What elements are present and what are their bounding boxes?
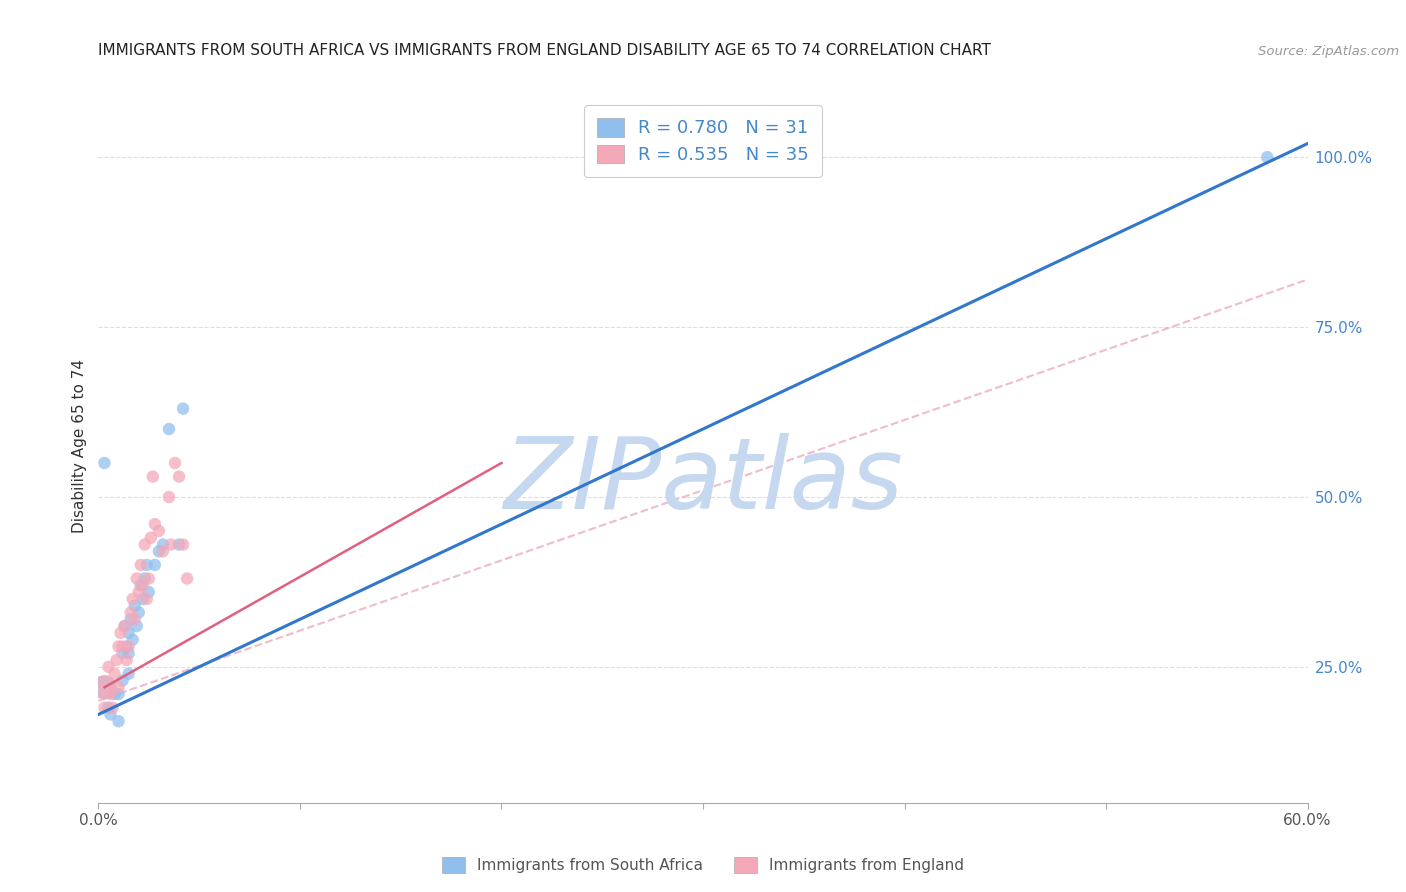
Point: [103, 666, 125, 681]
Point: [135, 591, 157, 606]
Point: [118, 666, 141, 681]
Point: [139, 531, 162, 545]
Point: [138, 572, 160, 586]
Point: [124, 612, 146, 626]
Point: [148, 544, 170, 558]
Point: [143, 517, 166, 532]
Point: [101, 700, 124, 714]
Point: [125, 572, 148, 586]
Point: [128, 606, 150, 620]
Point: [143, 558, 166, 572]
Point: [100, 687, 122, 701]
Point: [115, 653, 138, 667]
Point: [114, 619, 136, 633]
Point: [107, 714, 129, 729]
Point: [176, 572, 198, 586]
Point: [163, 456, 186, 470]
Text: ZIPatlas: ZIPatlas: [503, 434, 903, 530]
Point: [103, 687, 125, 701]
Point: [125, 619, 148, 633]
Point: [167, 537, 190, 551]
Point: [107, 640, 129, 654]
Point: [107, 687, 129, 701]
Point: [129, 558, 152, 572]
Point: [152, 537, 174, 551]
Point: [118, 640, 141, 654]
Point: [148, 524, 170, 538]
Point: [110, 626, 132, 640]
Point: [97, 660, 120, 674]
Point: [93, 700, 115, 714]
Point: [172, 401, 194, 416]
Point: [128, 585, 150, 599]
Point: [167, 469, 190, 483]
Text: IMMIGRANTS FROM SOUTH AFRICA VS IMMIGRANTS FROM ENGLAND DISABILITY AGE 65 TO 74 : IMMIGRANTS FROM SOUTH AFRICA VS IMMIGRAN…: [98, 43, 991, 58]
Point: [134, 572, 156, 586]
Point: [114, 619, 136, 633]
Point: [105, 653, 128, 667]
Point: [111, 646, 134, 660]
Text: Source: ZipAtlas.com: Source: ZipAtlas.com: [1258, 45, 1399, 58]
Point: [152, 544, 174, 558]
Point: [142, 469, 165, 483]
Point: [157, 422, 180, 436]
Point: [134, 537, 156, 551]
Point: [93, 680, 115, 694]
Point: [118, 646, 141, 660]
Point: [97, 700, 120, 714]
Point: [107, 680, 129, 694]
Point: [120, 606, 142, 620]
Point: [132, 591, 155, 606]
Point: [138, 585, 160, 599]
Point: [111, 640, 134, 654]
Point: [129, 578, 152, 592]
Point: [118, 626, 141, 640]
Y-axis label: Disability Age 65 to 74: Disability Age 65 to 74: [72, 359, 87, 533]
Point: [1256, 150, 1278, 164]
Point: [111, 673, 134, 688]
Point: [157, 490, 180, 504]
Point: [115, 640, 138, 654]
Point: [120, 612, 142, 626]
Point: [132, 578, 155, 592]
Point: [124, 599, 146, 613]
Point: [93, 456, 115, 470]
Legend: Immigrants from South Africa, Immigrants from England: Immigrants from South Africa, Immigrants…: [434, 849, 972, 880]
Point: [93, 680, 115, 694]
Point: [121, 591, 143, 606]
Point: [160, 537, 183, 551]
Point: [121, 632, 143, 647]
Point: [172, 537, 194, 551]
Point: [100, 707, 122, 722]
Point: [135, 558, 157, 572]
